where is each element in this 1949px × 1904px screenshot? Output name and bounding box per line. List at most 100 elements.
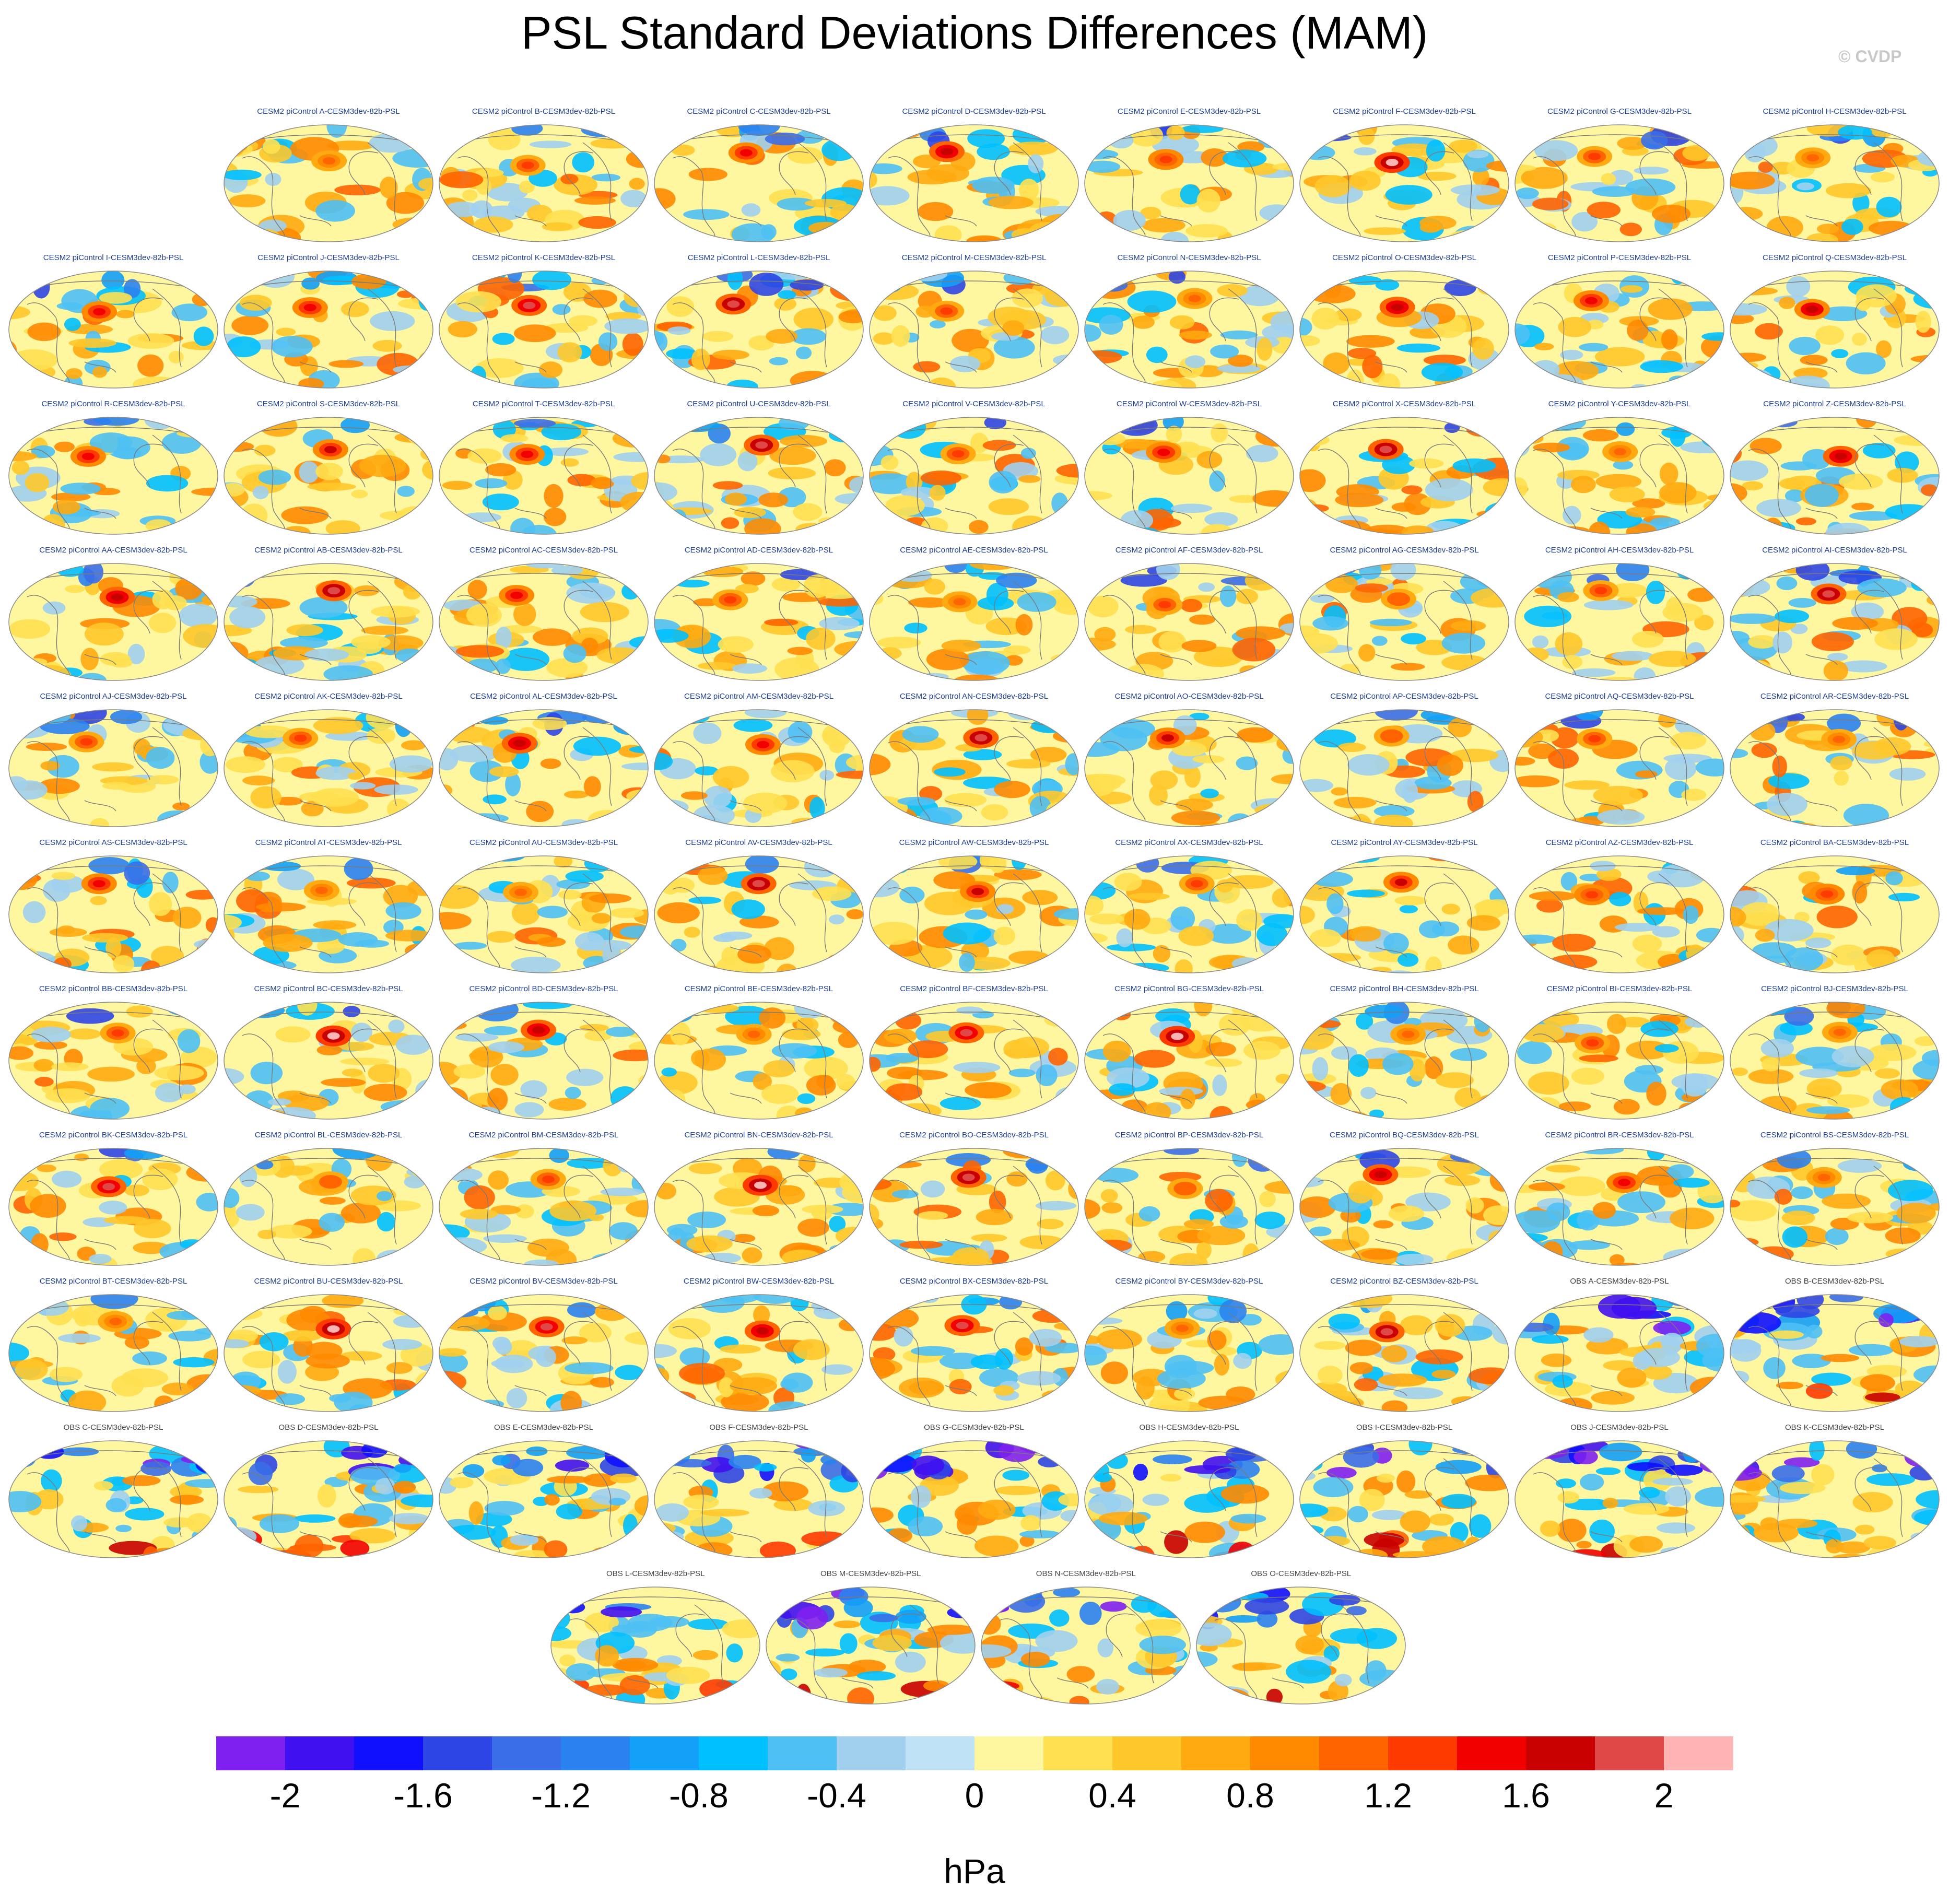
- colorbar-swatch: [974, 1736, 1044, 1770]
- map-panel: CESM2 piControl BU-CESM3dev-82b-PSL: [221, 1277, 436, 1418]
- map-panel: CESM2 piControl R-CESM3dev-82b-PSL: [6, 399, 220, 540]
- map-panel: CESM2 piControl BY-CESM3dev-82b-PSL: [1082, 1277, 1296, 1418]
- global-map: [1514, 563, 1724, 681]
- map-panel: CESM2 piControl Y-CESM3dev-82b-PSL: [1512, 399, 1727, 540]
- panel-title: CESM2 piControl AG-CESM3dev-82b-PSL: [1330, 546, 1479, 555]
- panel-title: OBS G-CESM3dev-82b-PSL: [924, 1423, 1024, 1432]
- global-map: [654, 417, 864, 535]
- panel-title: CESM2 piControl AT-CESM3dev-82b-PSL: [255, 838, 402, 847]
- figure-title: PSL Standard Deviations Differences (MAM…: [521, 7, 1428, 58]
- cvdp-watermark: © CVDP: [1838, 47, 1902, 66]
- panel-title: CESM2 piControl BK-CESM3dev-82b-PSL: [39, 1131, 188, 1139]
- panel-title: CESM2 piControl AU-CESM3dev-82b-PSL: [469, 838, 618, 847]
- panel-title: CESM2 piControl AD-CESM3dev-82b-PSL: [684, 546, 833, 555]
- global-map: [1299, 417, 1509, 535]
- panel-title: OBS M-CESM3dev-82b-PSL: [820, 1569, 921, 1578]
- global-map: [1084, 271, 1294, 389]
- global-map: [8, 563, 218, 681]
- colorbar-swatch: [699, 1736, 768, 1770]
- panel-title: CESM2 piControl BI-CESM3dev-82b-PSL: [1546, 984, 1693, 993]
- global-map: [1730, 1148, 1940, 1266]
- map-panel: CESM2 piControl J-CESM3dev-82b-PSL: [221, 253, 436, 394]
- map-panel: CESM2 piControl BC-CESM3dev-82b-PSL: [221, 984, 436, 1125]
- global-map: [869, 563, 1079, 681]
- global-map: [1514, 1002, 1724, 1120]
- map-panel: CESM2 piControl BG-CESM3dev-82b-PSL: [1082, 984, 1296, 1125]
- panel-title: CESM2 piControl R-CESM3dev-82b-PSL: [41, 399, 185, 408]
- panel-title: CESM2 piControl BZ-CESM3dev-82b-PSL: [1330, 1277, 1478, 1286]
- panel-title: CESM2 piControl AA-CESM3dev-82b-PSL: [39, 546, 187, 555]
- map-panel: CESM2 piControl AW-CESM3dev-82b-PSL: [867, 838, 1081, 979]
- map-panel: OBS O-CESM3dev-82b-PSL: [1194, 1569, 1408, 1710]
- colorbar-swatch: [768, 1736, 837, 1770]
- global-map: [8, 1148, 218, 1266]
- global-map: [439, 1148, 649, 1266]
- panel-title: CESM2 piControl BO-CESM3dev-82b-PSL: [899, 1131, 1049, 1139]
- map-panel: CESM2 piControl H-CESM3dev-82b-PSL: [1728, 107, 1942, 248]
- panel-title: CESM2 piControl AQ-CESM3dev-82b-PSL: [1545, 692, 1694, 701]
- panel-title: CESM2 piControl BV-CESM3dev-82b-PSL: [469, 1277, 618, 1286]
- panel-title: CESM2 piControl AF-CESM3dev-82b-PSL: [1115, 546, 1263, 555]
- global-map: [439, 709, 649, 827]
- panel-title: CESM2 piControl BW-CESM3dev-82b-PSL: [683, 1277, 835, 1286]
- panel-title: CESM2 piControl AE-CESM3dev-82b-PSL: [900, 546, 1048, 555]
- panel-title: CESM2 piControl AS-CESM3dev-82b-PSL: [39, 838, 187, 847]
- map-panel: CESM2 piControl BF-CESM3dev-82b-PSL: [867, 984, 1081, 1125]
- map-panel: CESM2 piControl BJ-CESM3dev-82b-PSL: [1728, 984, 1942, 1125]
- global-map: [869, 709, 1079, 827]
- panel-title: CESM2 piControl BH-CESM3dev-82b-PSL: [1330, 984, 1479, 993]
- map-panel: CESM2 piControl BH-CESM3dev-82b-PSL: [1297, 984, 1511, 1125]
- map-panel: CESM2 piControl AG-CESM3dev-82b-PSL: [1297, 546, 1511, 687]
- map-panel: CESM2 piControl AM-CESM3dev-82b-PSL: [652, 692, 866, 833]
- global-map: [1084, 124, 1294, 242]
- global-map: [439, 1294, 649, 1412]
- map-panel: CESM2 piControl V-CESM3dev-82b-PSL: [867, 399, 1081, 540]
- colorbar-tick-label: -1.6: [393, 1776, 453, 1815]
- global-map: [1299, 1440, 1509, 1558]
- panel-title: CESM2 piControl G-CESM3dev-82b-PSL: [1547, 107, 1692, 116]
- global-map: [1730, 417, 1940, 535]
- panel-title: CESM2 piControl AB-CESM3dev-82b-PSL: [254, 546, 403, 555]
- panel-title: CESM2 piControl S-CESM3dev-82b-PSL: [256, 399, 401, 408]
- map-panel: CESM2 piControl AF-CESM3dev-82b-PSL: [1082, 546, 1296, 687]
- map-panel: CESM2 piControl BL-CESM3dev-82b-PSL: [221, 1131, 436, 1272]
- global-map: [654, 124, 864, 242]
- map-panel: CESM2 piControl N-CESM3dev-82b-PSL: [1082, 253, 1296, 394]
- colorbar-swatch: [492, 1736, 561, 1770]
- map-panel: CESM2 piControl S-CESM3dev-82b-PSL: [221, 399, 436, 540]
- map-panel: CESM2 piControl D-CESM3dev-82b-PSL: [867, 107, 1081, 248]
- map-panel: CESM2 piControl P-CESM3dev-82b-PSL: [1512, 253, 1727, 394]
- colorbar-swatch: [354, 1736, 424, 1770]
- map-panel: CESM2 piControl K-CESM3dev-82b-PSL: [437, 253, 651, 394]
- global-map: [1514, 417, 1724, 535]
- global-map: [869, 1148, 1079, 1266]
- global-map: [1299, 1294, 1509, 1412]
- global-map: [654, 855, 864, 973]
- map-panel: OBS M-CESM3dev-82b-PSL: [764, 1569, 978, 1710]
- global-map: [1514, 271, 1724, 389]
- global-map: [1730, 855, 1940, 973]
- panel-title: CESM2 piControl J-CESM3dev-82b-PSL: [257, 253, 400, 262]
- panel-title: CESM2 piControl BT-CESM3dev-82b-PSL: [39, 1277, 187, 1286]
- panel-title: CESM2 piControl BE-CESM3dev-82b-PSL: [684, 984, 833, 993]
- global-map: [439, 271, 649, 389]
- global-map: [654, 709, 864, 827]
- colorbar-tick-label: 1.2: [1364, 1776, 1412, 1815]
- map-panel: CESM2 piControl BS-CESM3dev-82b-PSL: [1728, 1131, 1942, 1272]
- panel-title: CESM2 piControl BN-CESM3dev-82b-PSL: [684, 1131, 833, 1139]
- map-panel: CESM2 piControl AH-CESM3dev-82b-PSL: [1512, 546, 1727, 687]
- panel-title: CESM2 piControl BP-CESM3dev-82b-PSL: [1114, 1131, 1264, 1139]
- colorbar-swatch: [216, 1736, 286, 1770]
- colorbar-tick-label: -0.8: [669, 1776, 729, 1815]
- global-map: [1514, 1294, 1724, 1412]
- map-panel: CESM2 piControl AP-CESM3dev-82b-PSL: [1297, 692, 1511, 833]
- global-map: [654, 1148, 864, 1266]
- map-panel: CESM2 piControl BO-CESM3dev-82b-PSL: [867, 1131, 1081, 1272]
- global-map: [439, 417, 649, 535]
- panel-title: CESM2 piControl M-CESM3dev-82b-PSL: [901, 253, 1047, 262]
- map-panel: CESM2 piControl BK-CESM3dev-82b-PSL: [6, 1131, 220, 1272]
- map-panel: CESM2 piControl B-CESM3dev-82b-PSL: [437, 107, 651, 248]
- map-panel: CESM2 piControl I-CESM3dev-82b-PSL: [6, 253, 220, 394]
- map-panel: CESM2 piControl AJ-CESM3dev-82b-PSL: [6, 692, 220, 833]
